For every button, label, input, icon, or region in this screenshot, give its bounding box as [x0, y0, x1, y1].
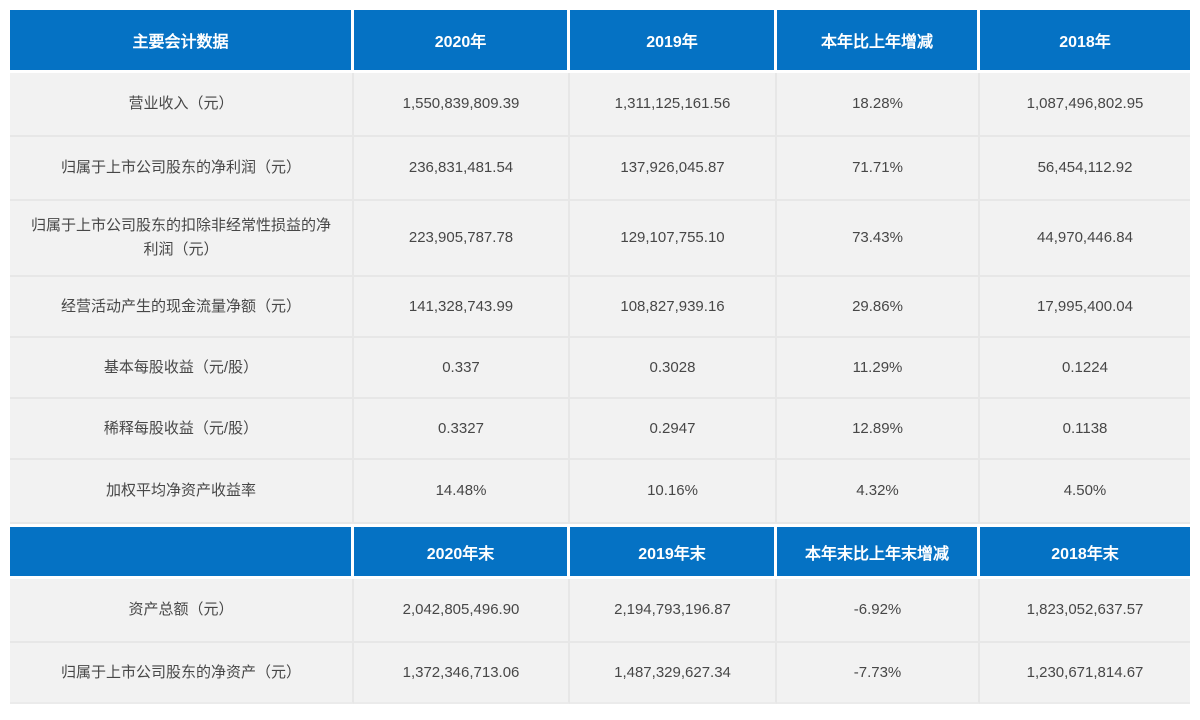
cell-2020: 236,831,481.54 [354, 137, 570, 201]
table-row-operating-cash-flow: 经营活动产生的现金流量净额（元） 141,328,743.99 108,827,… [10, 277, 1190, 338]
cell-2020-end: 1,372,346,713.06 [354, 643, 570, 704]
cell-2018-end: 1,230,671,814.67 [980, 643, 1190, 704]
cell-2020: 14.48% [354, 460, 570, 524]
row-label: 归属于上市公司股东的净利润（元） [10, 137, 354, 201]
table-row-net-assets: 归属于上市公司股东的净资产（元） 1,372,346,713.06 1,487,… [10, 643, 1190, 704]
cell-2019: 0.2947 [570, 399, 777, 460]
key-accounting-data-table: 主要会计数据 2020年 2019年 本年比上年增减 2018年 营业收入（元）… [10, 10, 1190, 704]
row-label: 归属于上市公司股东的净资产（元） [10, 643, 354, 704]
cell-2019: 137,926,045.87 [570, 137, 777, 201]
table-row-net-profit: 归属于上市公司股东的净利润（元） 236,831,481.54 137,926,… [10, 137, 1190, 201]
cell-2018: 44,970,446.84 [980, 201, 1190, 277]
column-header-year-end-change: 本年末比上年末增减 [777, 524, 980, 579]
cell-2019-end: 2,194,793,196.87 [570, 579, 777, 643]
cell-change: 4.32% [777, 460, 980, 524]
cell-change: -7.73% [777, 643, 980, 704]
cell-2020: 1,550,839,809.39 [354, 73, 570, 137]
table-row-net-profit-excl-nonrecurring: 归属于上市公司股东的扣除非经常性损益的净利润（元） 223,905,787.78… [10, 201, 1190, 277]
cell-change: 73.43% [777, 201, 980, 277]
cell-2018: 4.50% [980, 460, 1190, 524]
column-header-2020: 2020年 [354, 10, 570, 73]
cell-2020: 0.3327 [354, 399, 570, 460]
column-header-key-accounting-data: 主要会计数据 [10, 10, 354, 73]
cell-2020: 141,328,743.99 [354, 277, 570, 338]
cell-2018: 0.1138 [980, 399, 1190, 460]
cell-2019-end: 1,487,329,627.34 [570, 643, 777, 704]
cell-2020: 223,905,787.78 [354, 201, 570, 277]
cell-2018: 1,087,496,802.95 [980, 73, 1190, 137]
cell-2020: 0.337 [354, 338, 570, 399]
cell-change: 29.86% [777, 277, 980, 338]
cell-change: 71.71% [777, 137, 980, 201]
row-label: 资产总额（元） [10, 579, 354, 643]
column-header-2018: 2018年 [980, 10, 1190, 73]
cell-2019: 1,311,125,161.56 [570, 73, 777, 137]
table-row-basic-eps: 基本每股收益（元/股） 0.337 0.3028 11.29% 0.1224 [10, 338, 1190, 399]
cell-change: -6.92% [777, 579, 980, 643]
row-label: 经营活动产生的现金流量净额（元） [10, 277, 354, 338]
cell-2019: 0.3028 [570, 338, 777, 399]
cell-2020-end: 2,042,805,496.90 [354, 579, 570, 643]
table-header-row-annual: 主要会计数据 2020年 2019年 本年比上年增减 2018年 [10, 10, 1190, 73]
table-row-diluted-eps: 稀释每股收益（元/股） 0.3327 0.2947 12.89% 0.1138 [10, 399, 1190, 460]
cell-change: 18.28% [777, 73, 980, 137]
cell-2019: 108,827,939.16 [570, 277, 777, 338]
row-label: 归属于上市公司股东的扣除非经常性损益的净利润（元） [10, 201, 354, 277]
cell-change: 12.89% [777, 399, 980, 460]
cell-2018: 56,454,112.92 [980, 137, 1190, 201]
cell-change: 11.29% [777, 338, 980, 399]
cell-2019: 10.16% [570, 460, 777, 524]
cell-2018-end: 1,823,052,637.57 [980, 579, 1190, 643]
column-header-2019-end: 2019年末 [570, 524, 777, 579]
cell-2018: 0.1224 [980, 338, 1190, 399]
column-header-yoy-change: 本年比上年增减 [777, 10, 980, 73]
table-header-row-year-end: 2020年末 2019年末 本年末比上年末增减 2018年末 [10, 524, 1190, 579]
column-header-blank [10, 524, 354, 579]
column-header-2018-end: 2018年末 [980, 524, 1190, 579]
row-label: 加权平均净资产收益率 [10, 460, 354, 524]
cell-2018: 17,995,400.04 [980, 277, 1190, 338]
column-header-2020-end: 2020年末 [354, 524, 570, 579]
column-header-2019: 2019年 [570, 10, 777, 73]
cell-2019: 129,107,755.10 [570, 201, 777, 277]
table-row-total-assets: 资产总额（元） 2,042,805,496.90 2,194,793,196.8… [10, 579, 1190, 643]
row-label: 稀释每股收益（元/股） [10, 399, 354, 460]
table-row-revenue: 营业收入（元） 1,550,839,809.39 1,311,125,161.5… [10, 73, 1190, 137]
row-label: 基本每股收益（元/股） [10, 338, 354, 399]
table-row-weighted-avg-roe: 加权平均净资产收益率 14.48% 10.16% 4.32% 4.50% [10, 460, 1190, 524]
row-label: 营业收入（元） [10, 73, 354, 137]
